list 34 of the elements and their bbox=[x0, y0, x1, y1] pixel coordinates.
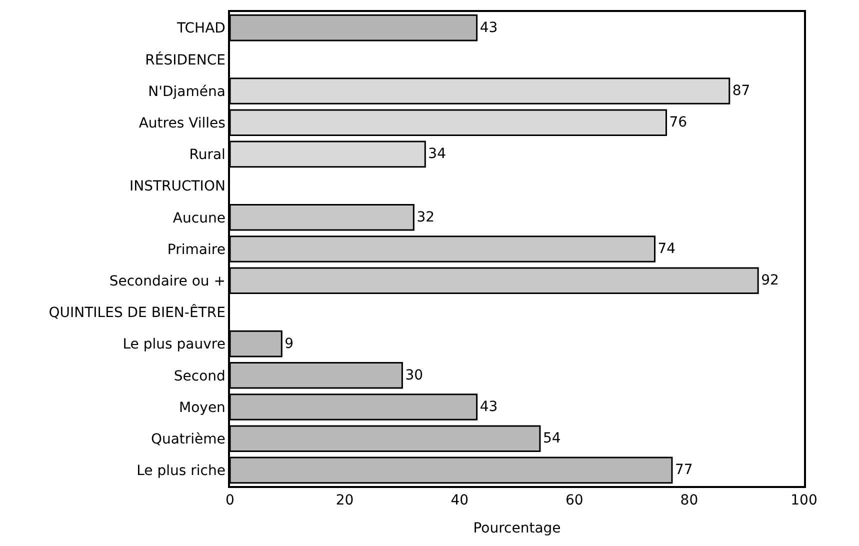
y-tick-label: N'Djaména bbox=[148, 84, 226, 100]
x-tick-label: 100 bbox=[790, 492, 818, 509]
y-tick-label: Aucune bbox=[172, 210, 226, 226]
x-tick-label: 60 bbox=[565, 492, 584, 509]
data-label: 87 bbox=[732, 83, 750, 99]
y-tick-label: Second bbox=[174, 368, 226, 384]
x-tick-label: 80 bbox=[680, 492, 698, 509]
x-tick-label: 0 bbox=[226, 492, 234, 509]
data-label: 34 bbox=[428, 146, 446, 162]
y-tick-label: Moyen bbox=[179, 400, 226, 416]
x-tick-label: 20 bbox=[336, 492, 354, 509]
y-tick-label: INSTRUCTION bbox=[129, 178, 226, 195]
data-label: 30 bbox=[405, 367, 424, 384]
data-label: 77 bbox=[674, 462, 693, 478]
data-label: 74 bbox=[658, 241, 676, 257]
data-label: 32 bbox=[416, 209, 435, 226]
y-tick-label: Rural bbox=[189, 147, 226, 164]
data-label: 43 bbox=[480, 399, 498, 415]
data-label: 9 bbox=[284, 336, 294, 352]
y-tick-label: Le plus riche bbox=[136, 463, 226, 480]
data-label: 76 bbox=[669, 114, 688, 131]
y-tick-label: Autres Villes bbox=[138, 116, 226, 132]
data-label: 92 bbox=[761, 272, 779, 289]
y-tick-label: Le plus pauvre bbox=[122, 336, 226, 353]
y-tick-label: Secondaire ou + bbox=[109, 274, 226, 290]
y-tick-label: QUINTILES DE BIEN-ÊTRE bbox=[48, 304, 226, 322]
y-tick-label: TCHAD bbox=[176, 20, 226, 37]
data-label: 54 bbox=[542, 430, 561, 447]
y-tick-label: Primaire bbox=[167, 242, 226, 258]
y-tick-label: RÉSIDENCE bbox=[145, 51, 226, 68]
data-label: 43 bbox=[480, 20, 498, 36]
x-tick-label: 40 bbox=[450, 492, 469, 509]
x-axis-title: Pourcentage bbox=[473, 520, 561, 536]
y-tick-label: Quatrième bbox=[150, 432, 226, 448]
